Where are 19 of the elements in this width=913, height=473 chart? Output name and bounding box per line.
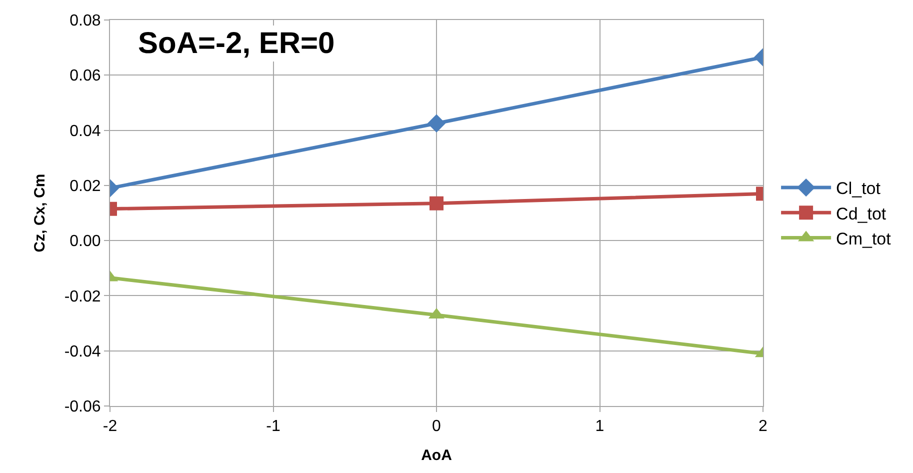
- y-tick-label: 0.00: [70, 233, 101, 250]
- y-tick-label: 0.02: [70, 178, 101, 196]
- x-tick-label: -2: [102, 418, 118, 436]
- y-axis-title: Cz, Cx, Cm: [32, 174, 49, 252]
- y-tick-label: -0.02: [64, 288, 101, 306]
- legend-label: Cm_tot: [836, 229, 892, 248]
- legend-label: Cl_tot: [836, 179, 881, 198]
- x-tick-label: 1: [595, 418, 604, 436]
- x-tick-label: 0: [432, 418, 442, 436]
- x-tick-label: 2: [758, 418, 768, 436]
- y-tick-label: 0.08: [70, 12, 101, 30]
- y-tick-label: 0.04: [70, 122, 101, 140]
- legend-label: Cd_tot: [836, 204, 886, 224]
- x-axis-title: AoA: [421, 447, 452, 464]
- y-tick-label: -0.04: [64, 343, 101, 360]
- chart-title: SoA=-2, ER=0: [138, 27, 335, 60]
- y-tick-label: -0.06: [64, 398, 101, 416]
- y-tick-label: 0.06: [70, 68, 101, 85]
- x-tick-label: -1: [266, 418, 280, 436]
